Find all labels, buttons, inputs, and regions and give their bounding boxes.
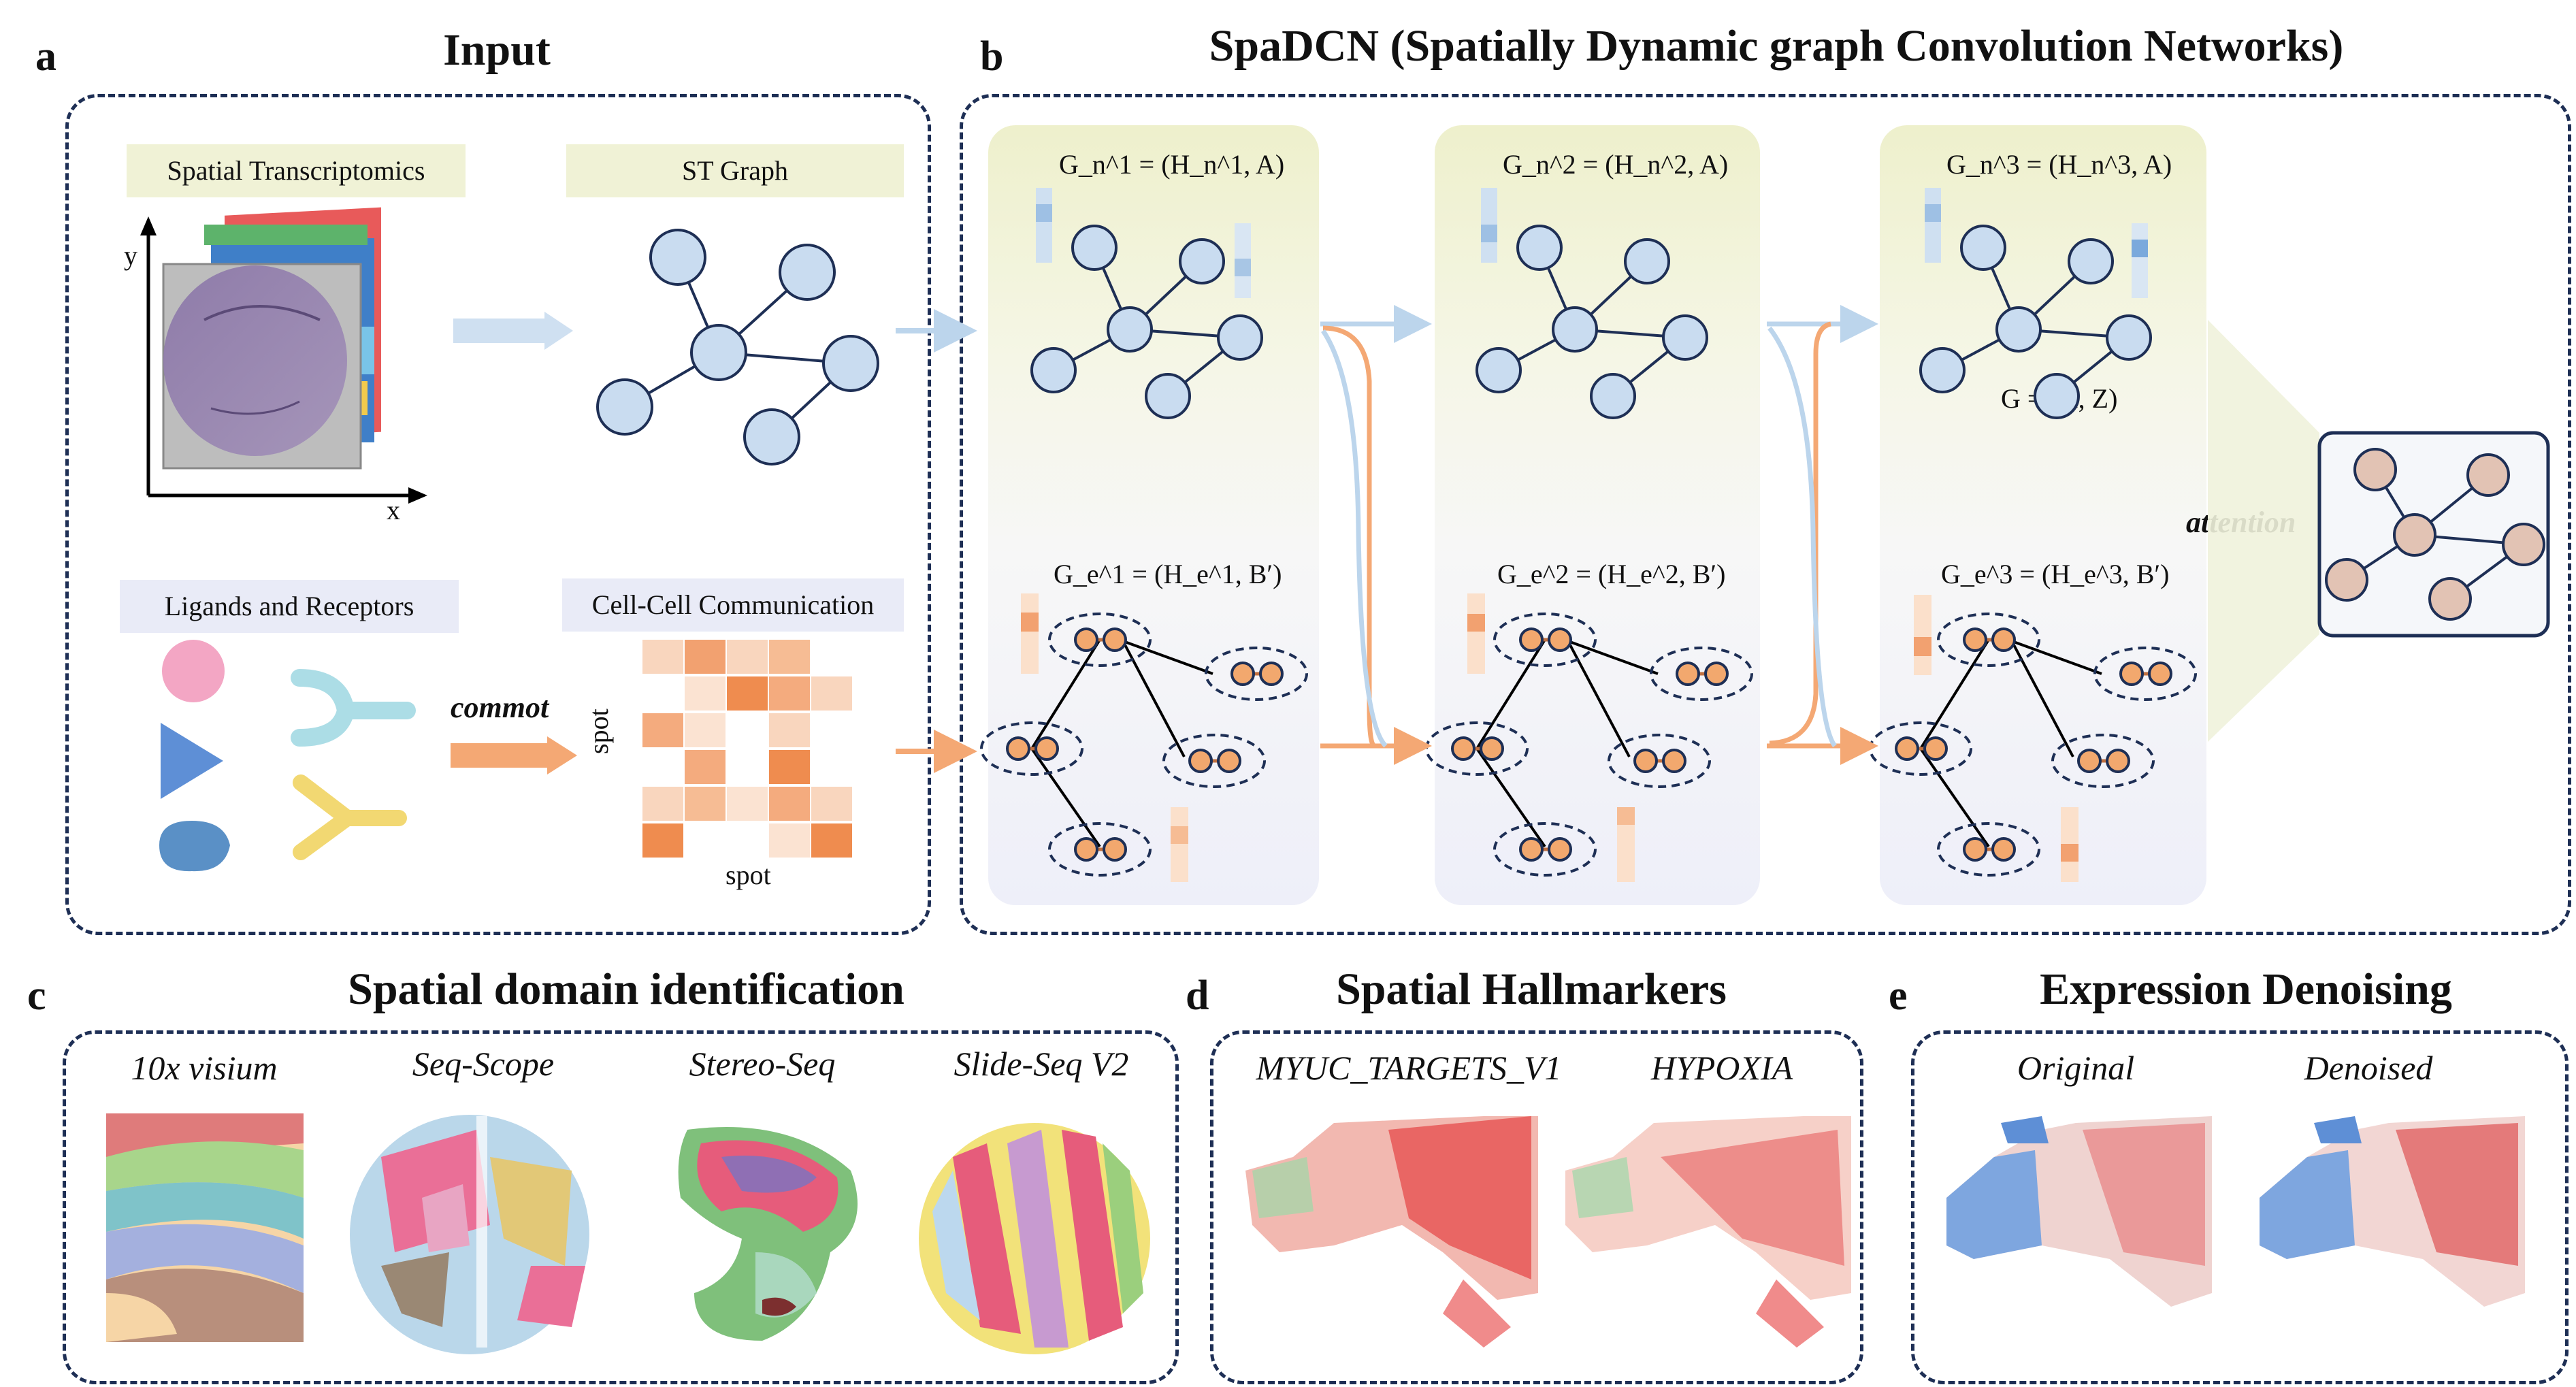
denoising-frame (1911, 1030, 2569, 1384)
map-10x-visium (106, 1113, 304, 1342)
edge-graph-2 (1425, 593, 1753, 882)
view-label-original: Original (2017, 1049, 2135, 1087)
hallmarker-frame (1210, 1030, 1863, 1384)
map-denoised (2260, 1116, 2525, 1307)
output-graph (2317, 431, 2550, 638)
node-graph-1 (1030, 188, 1263, 419)
map-seq-scope (350, 1115, 589, 1354)
edge-graph-3 (1869, 595, 2197, 882)
input-frame (65, 94, 931, 935)
node-graph-2-label: G_n^2 = (H_n^2, A) (1503, 149, 1729, 180)
dataset-label-4: Slide-Seq V2 (953, 1045, 1129, 1083)
panel-a-letter: a (35, 33, 56, 80)
panel-a-title: Input (443, 25, 551, 75)
commot-label: commot (451, 691, 549, 724)
ligands-receptors-label: Ligands and Receptors (120, 580, 459, 633)
map-hypoxia (1565, 1116, 1851, 1348)
node-graph-3-label: G_n^3 = (H_n^3, A) (1946, 149, 2172, 180)
map-stereo-seq (678, 1127, 858, 1341)
st-graph-label: ST Graph (566, 144, 904, 197)
edge-graph-3-label: G_e^3 = (H_e^3, B′) (1941, 559, 2170, 589)
spatial-transcriptomics-label: Spatial Transcriptomics (127, 144, 466, 197)
panel-d-title: Spatial Hallmarkers (1336, 964, 1727, 1014)
spot-x-label: spot (725, 860, 771, 890)
panel-e-letter: e (1889, 973, 1908, 1019)
dataset-label-2: Seq-Scope (412, 1045, 555, 1083)
st-graph (596, 229, 879, 466)
layer-connections (1320, 305, 1878, 765)
map-original (1946, 1116, 2212, 1307)
edge-graph-2-label: G_e^2 = (H_e^2, B′) (1497, 559, 1726, 589)
panel-b-title: SpaDCN (Spatially Dynamic graph Convolut… (1209, 21, 2344, 71)
panel-b-letter: b (980, 33, 1004, 80)
panel-c-title: Spatial domain identification (348, 964, 904, 1014)
map-myuc-targets (1245, 1116, 1538, 1348)
edge-graph-1-label: G_e^1 = (H_e^1, B′) (1054, 559, 1282, 589)
view-label-denoised: Denoised (2304, 1049, 2433, 1087)
node-graph-1-label: G_n^1 = (H_n^1, A) (1059, 149, 1285, 180)
dataset-label-3: Stereo-Seq (689, 1045, 836, 1083)
attention-funnel (2208, 320, 2319, 742)
edge-graph-1 (980, 593, 1308, 882)
panel-e-title: Expression Denoising (2040, 964, 2452, 1014)
cell-cell-communication-label: Cell-Cell Communication (562, 578, 904, 632)
geneset-label-1: MYUC_TARGETS_V1 (1256, 1049, 1562, 1087)
dataset-label-1: 10x visium (131, 1049, 278, 1087)
spadcn-frame (960, 94, 2571, 935)
domain-frame (63, 1030, 1179, 1384)
panel-c-letter: c (27, 973, 46, 1019)
node-graph-2 (1476, 188, 1708, 419)
node-graph-3 (1919, 188, 2152, 419)
map-slide-seq (919, 1123, 1150, 1354)
ccc-heatmap (642, 640, 860, 859)
axis-x-label: x (387, 495, 400, 525)
spatial-image (162, 207, 381, 470)
st-axes (140, 216, 427, 504)
axis-y-label: y (124, 240, 137, 271)
ligand-receptor-shapes (159, 640, 416, 872)
panel-d-letter: d (1186, 973, 1209, 1019)
geneset-label-2: HYPOXIA (1650, 1049, 1793, 1087)
